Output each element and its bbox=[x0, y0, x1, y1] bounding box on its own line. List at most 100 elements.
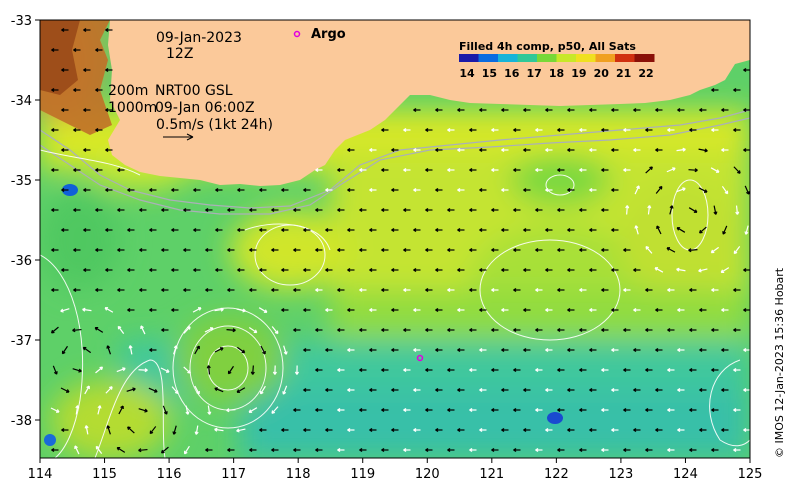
current-arrow bbox=[513, 127, 521, 133]
current-arrow bbox=[205, 287, 213, 293]
current-arrow bbox=[413, 307, 421, 313]
current-arrow bbox=[194, 385, 200, 395]
current-arrow bbox=[676, 147, 686, 152]
current-arrow bbox=[391, 227, 399, 233]
current-arrow bbox=[95, 366, 104, 374]
current-arrow bbox=[579, 287, 587, 293]
current-arrow bbox=[391, 387, 399, 393]
current-arrow bbox=[337, 207, 345, 213]
current-arrow bbox=[227, 247, 235, 253]
current-arrow bbox=[667, 127, 675, 133]
current-arrow bbox=[601, 127, 609, 133]
current-arrow bbox=[60, 308, 70, 313]
current-arrow bbox=[535, 287, 543, 293]
current-arrow bbox=[689, 287, 697, 293]
current-arrow bbox=[249, 287, 257, 293]
current-arrow bbox=[545, 107, 553, 113]
current-arrow bbox=[272, 365, 277, 375]
current-arrow bbox=[315, 407, 323, 413]
current-arrow bbox=[413, 387, 421, 393]
current-arrow bbox=[138, 408, 148, 413]
colorbar-swatch bbox=[556, 54, 577, 62]
current-arrow bbox=[73, 47, 81, 53]
colorbar-label: 22 bbox=[638, 67, 653, 80]
current-arrow bbox=[557, 207, 565, 213]
current-arrow bbox=[183, 366, 191, 374]
current-arrow bbox=[171, 187, 179, 193]
current-arrow bbox=[611, 147, 619, 153]
current-arrow bbox=[513, 447, 521, 453]
current-arrow bbox=[698, 268, 708, 273]
current-arrow bbox=[579, 327, 587, 333]
current-arrow bbox=[359, 247, 367, 253]
y-tick-label: -33 bbox=[11, 14, 32, 29]
current-arrow bbox=[721, 307, 729, 313]
current-arrow bbox=[523, 147, 531, 153]
x-axis: 114 115 116 117 118 119 120 121 122 123 124 125 bbox=[28, 458, 762, 482]
current-arrow bbox=[425, 287, 433, 293]
colorbar-labels: 14 15 16 17 18 19 20 21 22 bbox=[459, 67, 653, 80]
current-arrow bbox=[645, 447, 653, 453]
current-arrow bbox=[172, 345, 178, 355]
current-arrow bbox=[183, 287, 191, 293]
colorbar-label: 19 bbox=[571, 67, 586, 80]
current-arrow bbox=[501, 187, 509, 193]
current-arrow bbox=[315, 327, 323, 333]
current-arrow bbox=[447, 447, 455, 453]
current-arrow bbox=[743, 307, 750, 313]
current-arrow bbox=[413, 347, 421, 353]
current-arrow bbox=[425, 207, 433, 213]
current-arrow bbox=[359, 207, 367, 213]
current-arrow bbox=[237, 267, 245, 273]
current-arrow bbox=[95, 445, 103, 454]
current-arrow bbox=[743, 67, 750, 73]
current-arrow bbox=[425, 367, 433, 373]
current-arrow bbox=[104, 307, 114, 313]
current-arrow bbox=[248, 407, 258, 413]
current-arrow bbox=[337, 287, 345, 293]
current-arrow bbox=[567, 147, 575, 153]
current-arrow bbox=[733, 407, 741, 413]
current-arrow bbox=[359, 327, 367, 333]
current-arrow bbox=[567, 187, 575, 193]
current-arrow bbox=[557, 367, 565, 373]
current-arrow bbox=[633, 427, 641, 433]
current-arrow bbox=[381, 287, 389, 293]
current-arrow bbox=[721, 147, 729, 153]
current-arrow bbox=[689, 447, 697, 453]
current-arrow bbox=[733, 127, 741, 133]
current-arrow bbox=[51, 47, 59, 53]
colorbar-label: 14 bbox=[459, 67, 475, 80]
current-arrow bbox=[183, 247, 191, 253]
current-arrow bbox=[236, 387, 246, 393]
current-arrow bbox=[325, 187, 333, 193]
current-arrow bbox=[611, 267, 619, 273]
current-arrow bbox=[710, 246, 720, 254]
current-arrow bbox=[72, 368, 82, 373]
current-arrow bbox=[677, 347, 685, 353]
current-arrow bbox=[281, 187, 289, 193]
current-arrow bbox=[271, 287, 279, 293]
current-arrow bbox=[237, 187, 245, 193]
current-arrow bbox=[214, 347, 224, 353]
current-arrow bbox=[117, 287, 125, 293]
current-arrow bbox=[611, 307, 619, 313]
current-arrow bbox=[347, 187, 355, 193]
current-arrow bbox=[83, 267, 91, 273]
current-arrow bbox=[479, 227, 487, 233]
current-arrow bbox=[106, 425, 111, 435]
current-arrow bbox=[359, 167, 367, 173]
current-arrow bbox=[117, 207, 125, 213]
current-arrow bbox=[435, 347, 443, 353]
current-arrow bbox=[73, 207, 81, 213]
current-arrow bbox=[83, 147, 91, 153]
current-arrow bbox=[689, 327, 697, 333]
current-arrow bbox=[501, 147, 509, 153]
current-arrow bbox=[699, 427, 707, 433]
hour-label: 12Z bbox=[166, 46, 193, 62]
current-arrow bbox=[623, 447, 631, 453]
current-arrow bbox=[523, 427, 531, 433]
current-arrow bbox=[381, 327, 389, 333]
current-arrow bbox=[633, 107, 641, 113]
current-arrow bbox=[579, 367, 587, 373]
